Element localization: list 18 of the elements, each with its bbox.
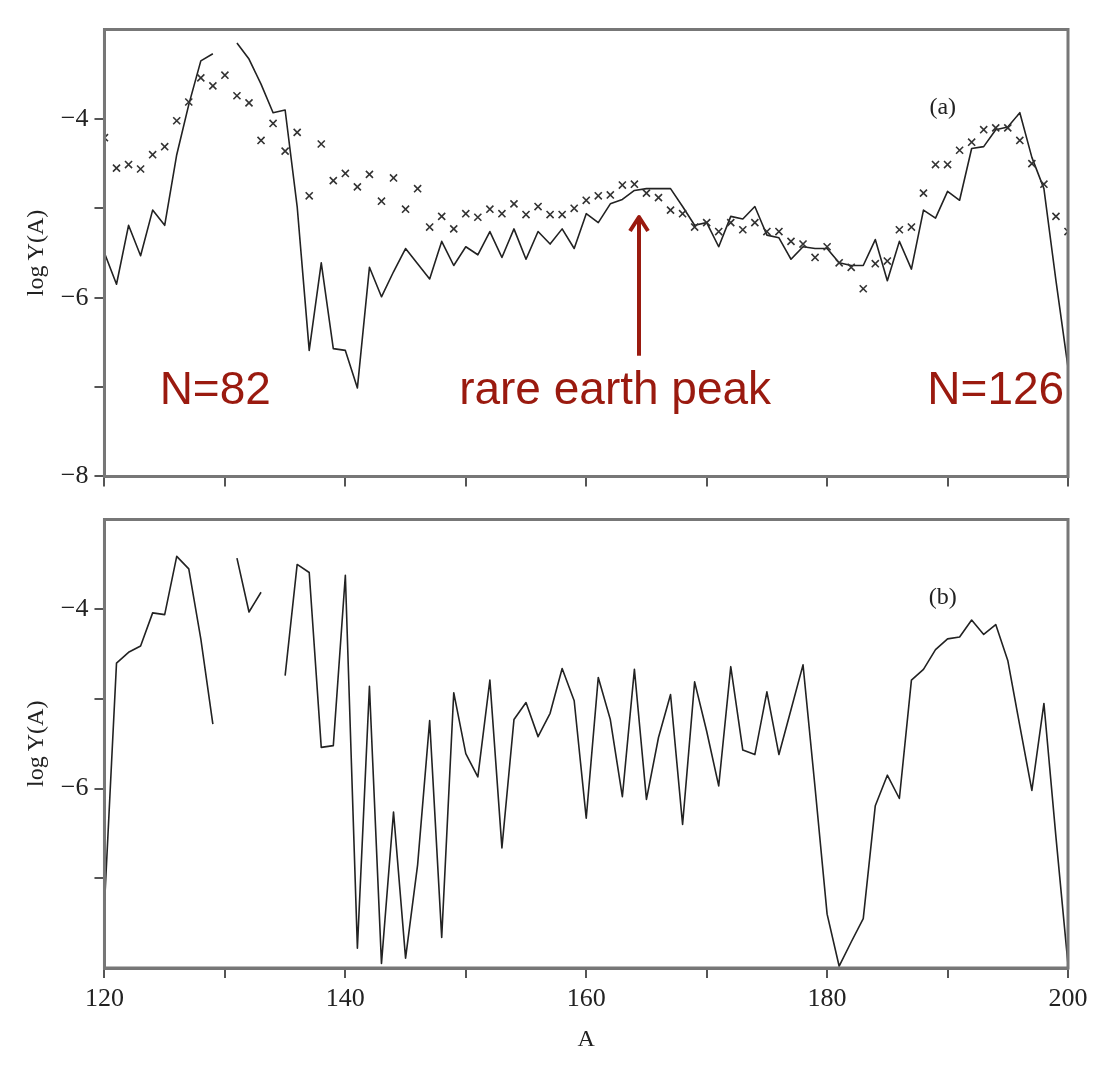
annotation: (a) (929, 92, 957, 119)
x-tick-label: 160 (566, 983, 606, 1013)
x-tick-label: 200 (1048, 983, 1088, 1013)
annotation: rare earth peak (459, 362, 773, 415)
y-axis-title: log Y(A) (21, 209, 48, 297)
y-tick-label: −8 (60, 460, 89, 490)
annotation: (b) (928, 582, 957, 609)
annotation: N=126 (927, 362, 1065, 415)
x-tick-label: 180 (807, 983, 847, 1013)
x-tick-label: 120 (84, 983, 124, 1013)
y-tick-label: −6 (60, 281, 89, 311)
x-tick-label: 140 (325, 983, 365, 1013)
y-tick-label: −6 (60, 772, 89, 802)
y-axis-title: log Y(A) (21, 700, 48, 788)
y-tick-label: −4 (60, 102, 89, 132)
x-axis-title: A (577, 1024, 596, 1051)
y-tick-label: −4 (60, 593, 89, 623)
annotation: N=82 (159, 362, 271, 415)
